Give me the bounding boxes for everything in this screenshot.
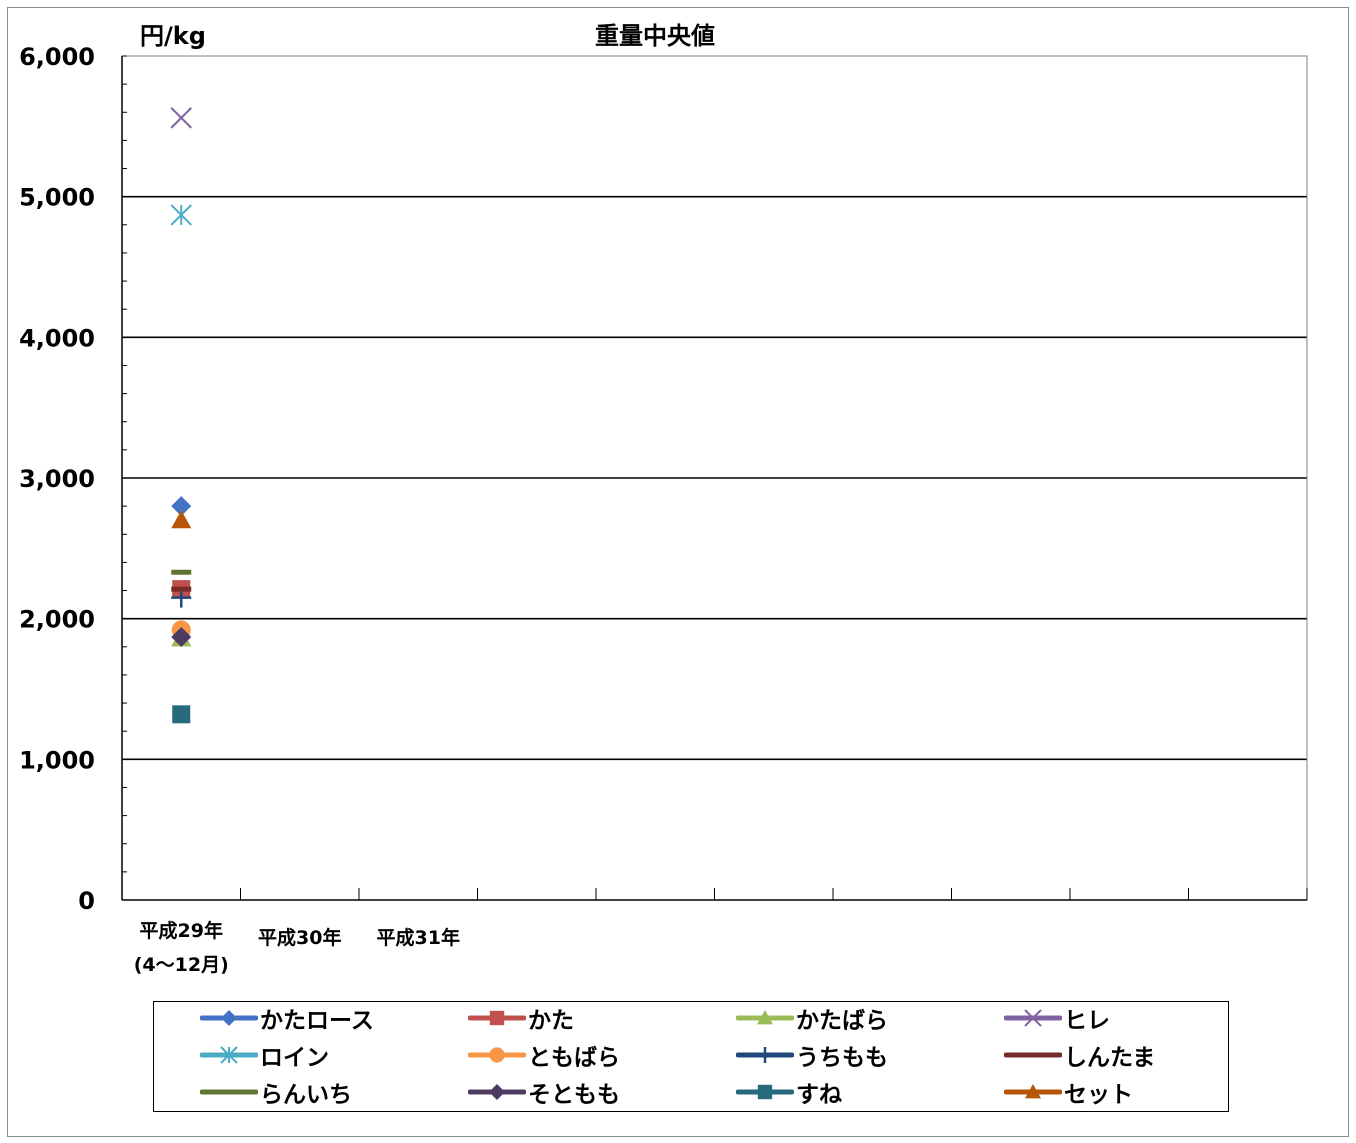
marker — [489, 1047, 505, 1063]
marker — [757, 1084, 773, 1100]
legend-label: セット — [1064, 1082, 1133, 1108]
axes — [121, 55, 1308, 901]
legend-item: そともも — [468, 1075, 620, 1109]
legend-item: かたロース — [200, 1001, 374, 1035]
data-point-すね — [172, 705, 191, 724]
legend-swatch — [200, 1046, 258, 1064]
legend-swatch — [736, 1047, 794, 1063]
x-tick-label: 平成29年 — [140, 919, 223, 942]
legend-swatch — [468, 1010, 526, 1026]
marker — [1025, 1084, 1041, 1099]
y-tick-label: 5,000 — [19, 184, 95, 212]
legend-swatch — [468, 1084, 526, 1100]
y-tick-label: 0 — [78, 887, 95, 915]
legend-swatch — [1004, 1052, 1062, 1058]
marker — [757, 1047, 773, 1063]
y-tick-label: 1,000 — [19, 746, 95, 774]
marker — [489, 1010, 505, 1026]
legend-item: かたばら — [736, 1001, 888, 1035]
marker — [220, 1046, 238, 1064]
legend-label: かたロース — [260, 1008, 374, 1034]
chart-title: 重量中央値 — [595, 22, 715, 50]
legend-label: うちもも — [796, 1045, 888, 1071]
legend-item: らんいち — [200, 1075, 352, 1109]
legend-swatch — [1004, 1084, 1062, 1099]
legend-swatch — [468, 1047, 526, 1063]
legend-item: すね — [736, 1075, 842, 1109]
legend-swatch — [1004, 1009, 1062, 1027]
legend-swatch — [200, 1010, 258, 1026]
data-point-そともも — [171, 626, 192, 647]
data-points — [170, 107, 192, 724]
data-point-しんたま — [171, 586, 192, 592]
legend-swatch — [736, 1084, 794, 1100]
x-tick-label: 平成31年 — [377, 926, 460, 949]
x-tick-label: 平成30年 — [258, 926, 341, 949]
y-tick-labels: 0 1,000 2,000 3,000 4,000 5,000 6,000 — [19, 43, 95, 915]
legend-label: かた — [528, 1008, 574, 1034]
legend-item: かた — [468, 1001, 574, 1035]
legend-label: すね — [796, 1082, 842, 1108]
legend-label: らんいち — [260, 1082, 352, 1108]
gridlines — [122, 195, 1307, 761]
legend-item: ともばら — [468, 1038, 620, 1072]
data-point-ヒレ — [170, 107, 192, 129]
legend-swatch — [736, 1010, 794, 1025]
y-tick-label: 2,000 — [19, 606, 95, 634]
y-tick-label: 4,000 — [19, 324, 95, 352]
legend-item: セット — [1004, 1075, 1133, 1109]
data-point-ロイン — [170, 204, 192, 226]
legend-label: ロイン — [260, 1045, 329, 1071]
legend-item: しんたま — [1004, 1038, 1155, 1072]
data-point-かたロース — [171, 496, 192, 517]
legend-label: ともばら — [528, 1045, 620, 1071]
data-point-セット — [171, 510, 192, 529]
legend: かたロース かた かたばら ヒレロイン ともばら うちもも しんたまらんいち そともも すね セッ… — [153, 1001, 1229, 1112]
x-tick-label: (4～12月) — [134, 954, 229, 976]
legend-label: ヒレ — [1064, 1008, 1110, 1034]
legend-label: しんたま — [1064, 1045, 1156, 1071]
legend-item: うちもも — [736, 1038, 888, 1072]
legend-label: かたばら — [796, 1008, 888, 1034]
legend-swatch — [200, 1089, 258, 1095]
marker — [757, 1010, 773, 1025]
legend-item: ロイン — [200, 1038, 329, 1072]
x-tick-labels: 平成29年 (4～12月) 平成30年 平成31年 — [134, 919, 460, 976]
marker — [1024, 1009, 1042, 1027]
y-tick-label: 3,000 — [19, 465, 95, 493]
chart-canvas: 0 1,000 2,000 3,000 4,000 5,000 6,000 平成29年 (4～… — [19, 22, 1308, 976]
marker — [489, 1084, 505, 1100]
y-axis-unit-label: 円/kg — [140, 22, 206, 50]
chart-frame — [7, 7, 1349, 1137]
y-tick-label: 6,000 — [19, 43, 95, 71]
data-point-らんいち — [171, 569, 192, 575]
marker — [221, 1010, 237, 1026]
legend-label: そともも — [528, 1082, 620, 1108]
legend-item: ヒレ — [1004, 1001, 1110, 1035]
